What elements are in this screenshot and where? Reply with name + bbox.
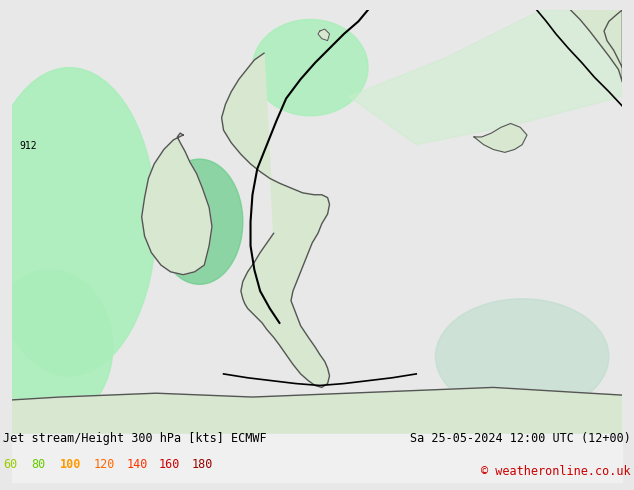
Polygon shape <box>318 29 330 41</box>
Ellipse shape <box>156 159 243 284</box>
Text: 60: 60 <box>3 458 17 471</box>
Text: 100: 100 <box>60 458 82 471</box>
Polygon shape <box>571 10 623 82</box>
Polygon shape <box>349 10 623 145</box>
Ellipse shape <box>252 20 368 116</box>
Polygon shape <box>222 53 330 388</box>
Ellipse shape <box>0 270 113 424</box>
Polygon shape <box>474 123 527 152</box>
Text: © weatheronline.co.uk: © weatheronline.co.uk <box>481 465 631 478</box>
Ellipse shape <box>436 299 609 415</box>
Text: Jet stream/Height 300 hPa [kts] ECMWF: Jet stream/Height 300 hPa [kts] ECMWF <box>3 432 267 445</box>
Text: 140: 140 <box>126 458 148 471</box>
Text: 912: 912 <box>20 142 37 151</box>
Text: 160: 160 <box>159 458 181 471</box>
Text: Sa 25-05-2024 12:00 UTC (12+00): Sa 25-05-2024 12:00 UTC (12+00) <box>410 432 631 445</box>
Text: 80: 80 <box>32 458 46 471</box>
Ellipse shape <box>0 68 156 376</box>
Bar <box>11 434 623 482</box>
Text: 180: 180 <box>192 458 214 471</box>
Polygon shape <box>11 388 623 434</box>
Polygon shape <box>141 133 212 275</box>
Text: 120: 120 <box>93 458 115 471</box>
